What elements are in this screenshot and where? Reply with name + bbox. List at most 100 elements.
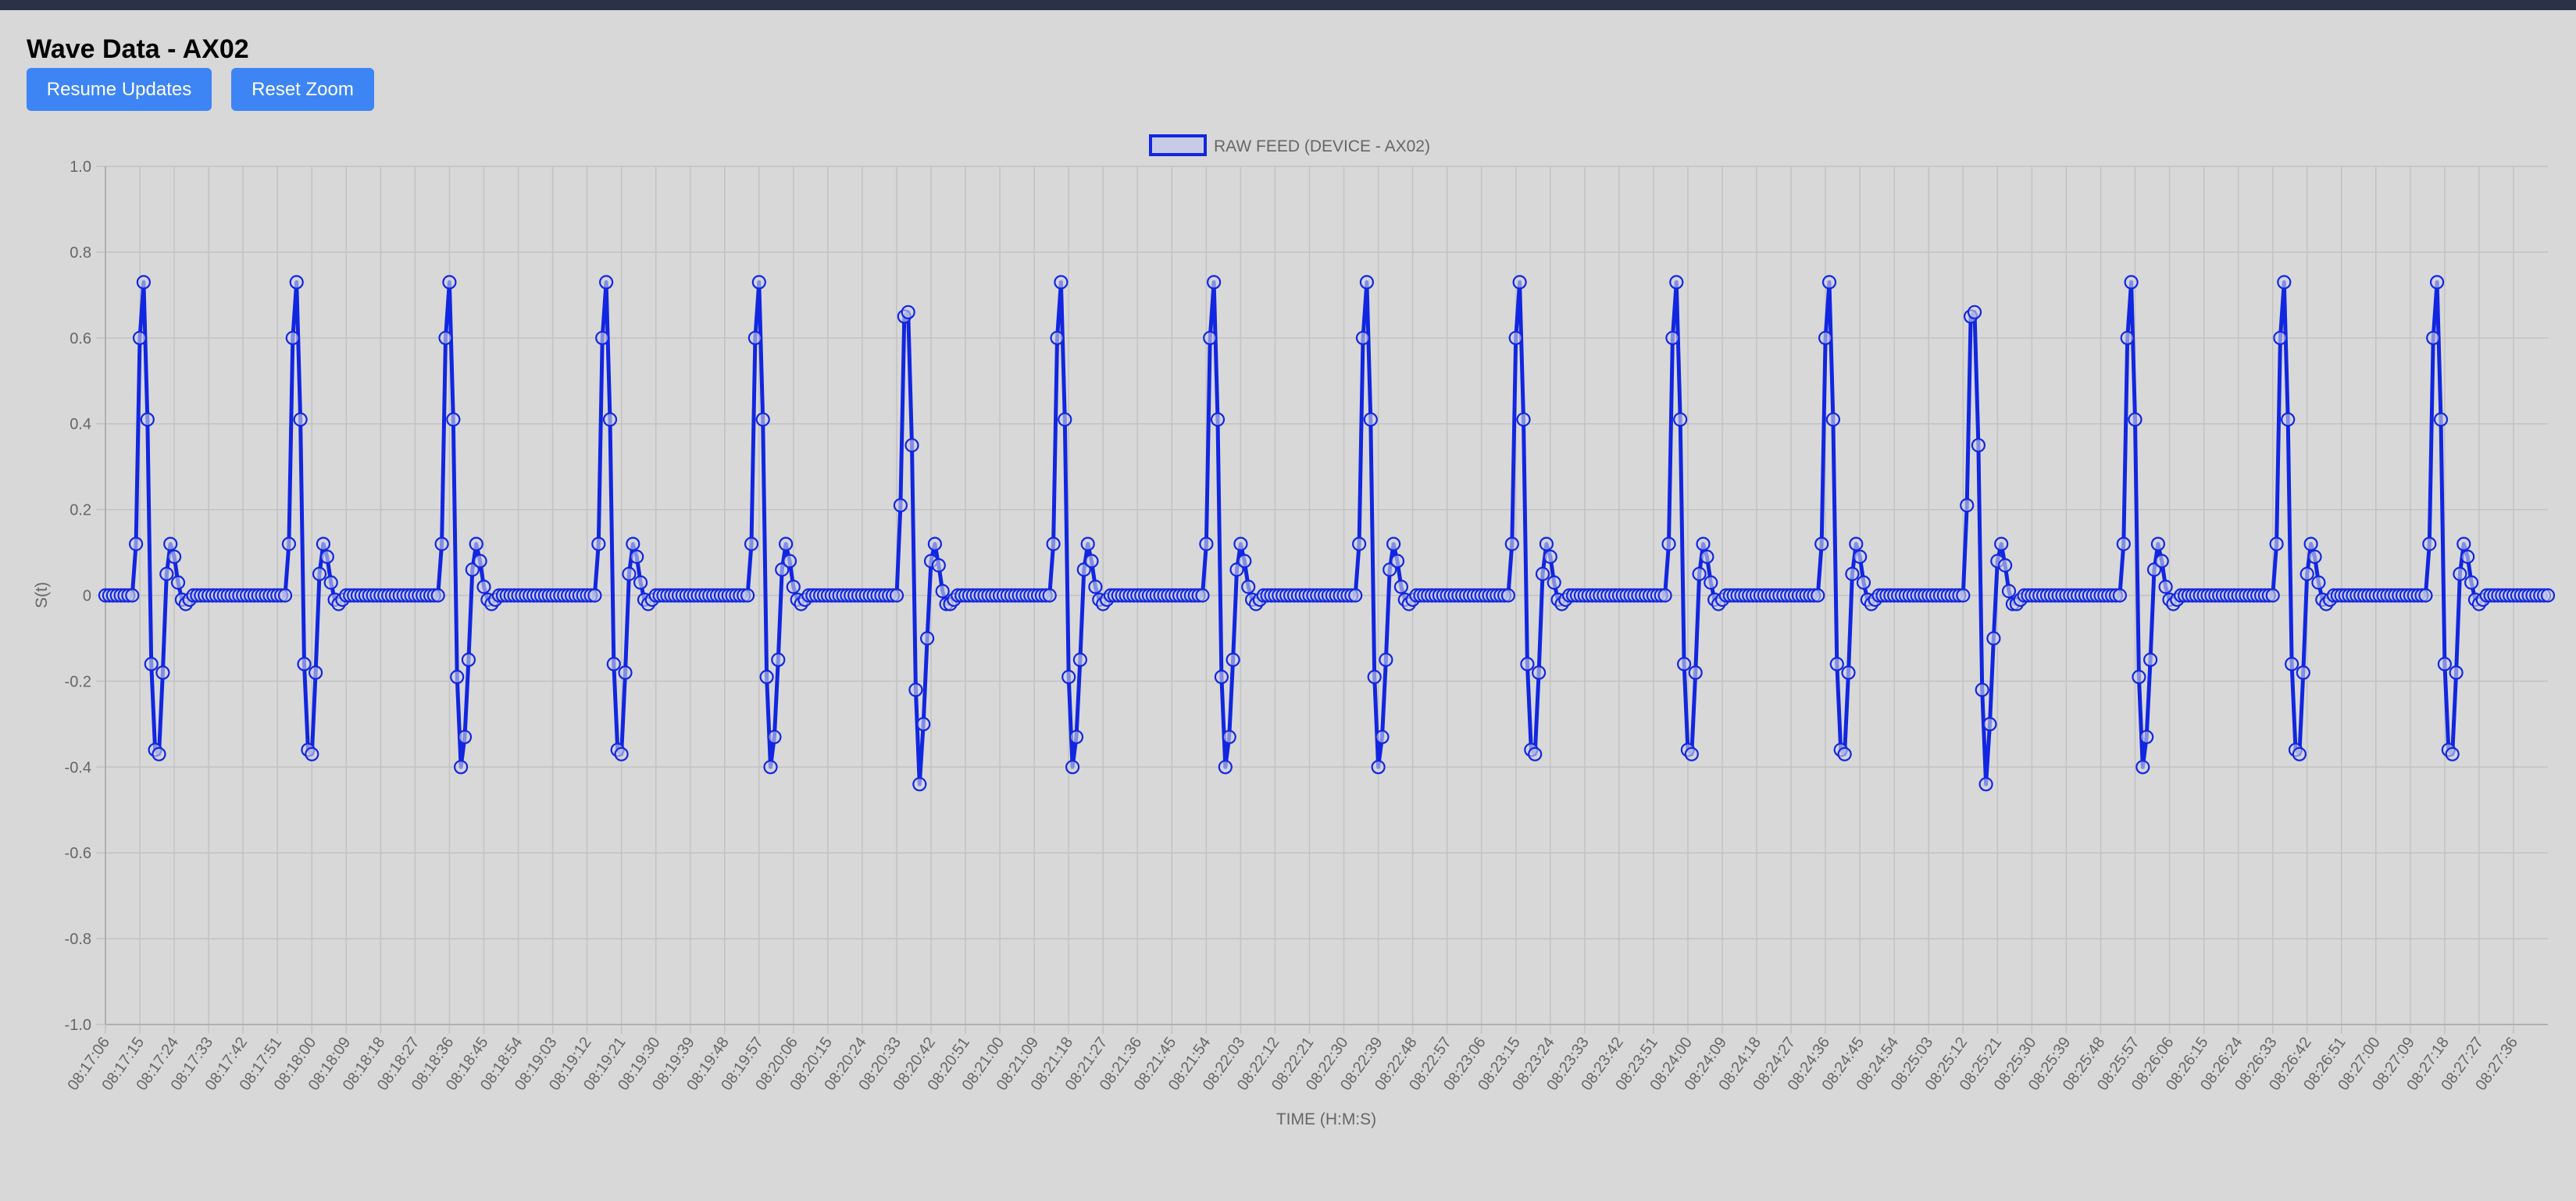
data-point[interactable] bbox=[1669, 275, 1684, 290]
data-point[interactable] bbox=[1853, 549, 1868, 565]
data-point[interactable] bbox=[323, 575, 338, 590]
data-point[interactable] bbox=[2311, 575, 2326, 590]
data-point[interactable] bbox=[1393, 579, 1409, 594]
data-point[interactable] bbox=[293, 412, 308, 427]
data-point[interactable] bbox=[1203, 330, 1218, 345]
data-point[interactable] bbox=[901, 305, 915, 319]
data-point[interactable] bbox=[1206, 275, 1222, 290]
legend-label[interactable]: RAW FEED (DEVICE - AX02) bbox=[1214, 137, 1430, 155]
data-point[interactable] bbox=[782, 554, 797, 568]
data-point[interactable] bbox=[1500, 588, 1516, 603]
data-point[interactable] bbox=[935, 583, 950, 599]
data-point[interactable] bbox=[618, 665, 633, 680]
data-point[interactable] bbox=[1998, 558, 2013, 573]
data-point[interactable] bbox=[2307, 549, 2322, 565]
data-point[interactable] bbox=[1986, 631, 2001, 646]
data-point[interactable] bbox=[152, 747, 166, 761]
data-point[interactable] bbox=[163, 536, 178, 551]
data-point[interactable] bbox=[2150, 536, 2165, 551]
data-point[interactable] bbox=[759, 669, 774, 685]
data-point[interactable] bbox=[912, 777, 927, 792]
data-point[interactable] bbox=[1520, 657, 1535, 672]
data-point[interactable] bbox=[1696, 536, 1711, 551]
data-point[interactable] bbox=[1677, 657, 1692, 672]
data-point[interactable] bbox=[1531, 665, 1547, 680]
data-point[interactable] bbox=[476, 579, 491, 594]
data-point[interactable] bbox=[1054, 275, 1069, 290]
data-point[interactable] bbox=[1994, 536, 2009, 551]
data-point[interactable] bbox=[140, 412, 155, 427]
data-point[interactable] bbox=[2124, 275, 2139, 290]
data-point[interactable] bbox=[1058, 412, 1072, 427]
data-point[interactable] bbox=[1657, 588, 1672, 603]
data-point[interactable] bbox=[1516, 412, 1531, 427]
data-point[interactable] bbox=[159, 566, 174, 582]
data-point[interactable] bbox=[755, 412, 770, 427]
data-point[interactable] bbox=[1046, 536, 1061, 551]
data-point[interactable] bbox=[1704, 575, 1718, 590]
data-point[interactable] bbox=[1355, 330, 1371, 345]
data-point[interactable] bbox=[434, 536, 449, 551]
data-point[interactable] bbox=[931, 558, 946, 573]
data-point[interactable] bbox=[1956, 588, 1971, 603]
data-point[interactable] bbox=[2292, 747, 2307, 761]
data-point[interactable] bbox=[312, 566, 327, 582]
data-point[interactable] bbox=[1661, 536, 1676, 551]
data-point[interactable] bbox=[2296, 665, 2310, 680]
data-point[interactable] bbox=[1692, 566, 1707, 582]
data-point[interactable] bbox=[2277, 275, 2292, 290]
data-point[interactable] bbox=[2445, 747, 2460, 761]
data-point[interactable] bbox=[1978, 777, 1993, 792]
data-point[interactable] bbox=[1390, 554, 1405, 568]
data-point[interactable] bbox=[319, 549, 334, 565]
data-point[interactable] bbox=[1535, 566, 1550, 582]
data-point[interactable] bbox=[2430, 275, 2445, 290]
data-point[interactable] bbox=[305, 747, 319, 761]
data-point[interactable] bbox=[1845, 566, 1860, 582]
data-point[interactable] bbox=[442, 275, 457, 290]
data-point[interactable] bbox=[2128, 412, 2143, 427]
data-point[interactable] bbox=[1233, 536, 1248, 551]
data-point[interactable] bbox=[2132, 669, 2146, 685]
data-point[interactable] bbox=[1222, 729, 1236, 744]
data-point[interactable] bbox=[2143, 652, 2158, 668]
data-point[interactable] bbox=[473, 554, 487, 568]
data-point[interactable] bbox=[2112, 588, 2127, 603]
data-point[interactable] bbox=[430, 588, 445, 603]
data-point[interactable] bbox=[2135, 760, 2150, 775]
data-point[interactable] bbox=[2269, 536, 2284, 551]
data-point[interactable] bbox=[1508, 330, 1523, 345]
data-point[interactable] bbox=[1512, 275, 1527, 290]
data-point[interactable] bbox=[1375, 729, 1390, 744]
data-point[interactable] bbox=[1821, 275, 1837, 290]
data-point[interactable] bbox=[614, 747, 629, 761]
data-point[interactable] bbox=[457, 729, 473, 744]
data-point[interactable] bbox=[2299, 566, 2314, 582]
data-point[interactable] bbox=[598, 275, 614, 290]
data-point[interactable] bbox=[316, 536, 330, 551]
data-point[interactable] bbox=[1226, 652, 1240, 668]
data-point[interactable] bbox=[1543, 549, 1557, 565]
data-point[interactable] bbox=[1371, 760, 1386, 775]
data-point[interactable] bbox=[1841, 665, 1856, 680]
data-point[interactable] bbox=[1050, 330, 1065, 345]
data-point[interactable] bbox=[1528, 747, 1543, 761]
data-point[interactable] bbox=[606, 657, 621, 672]
data-point[interactable] bbox=[1214, 669, 1229, 685]
data-point[interactable] bbox=[2456, 536, 2471, 551]
data-point[interactable] bbox=[2433, 412, 2449, 427]
data-point[interactable] bbox=[1837, 747, 1852, 761]
data-point[interactable] bbox=[281, 536, 296, 551]
data-point[interactable] bbox=[1386, 536, 1401, 551]
data-point[interactable] bbox=[1818, 330, 1833, 345]
data-point[interactable] bbox=[767, 729, 782, 744]
data-point[interactable] bbox=[1363, 412, 1378, 427]
data-point[interactable] bbox=[461, 652, 476, 668]
data-point[interactable] bbox=[908, 682, 923, 697]
data-point[interactable] bbox=[1084, 554, 1099, 568]
data-point[interactable] bbox=[1218, 760, 1233, 775]
data-point[interactable] bbox=[1825, 412, 1840, 427]
data-point[interactable] bbox=[2158, 579, 2173, 594]
data-point[interactable] bbox=[2303, 536, 2318, 551]
